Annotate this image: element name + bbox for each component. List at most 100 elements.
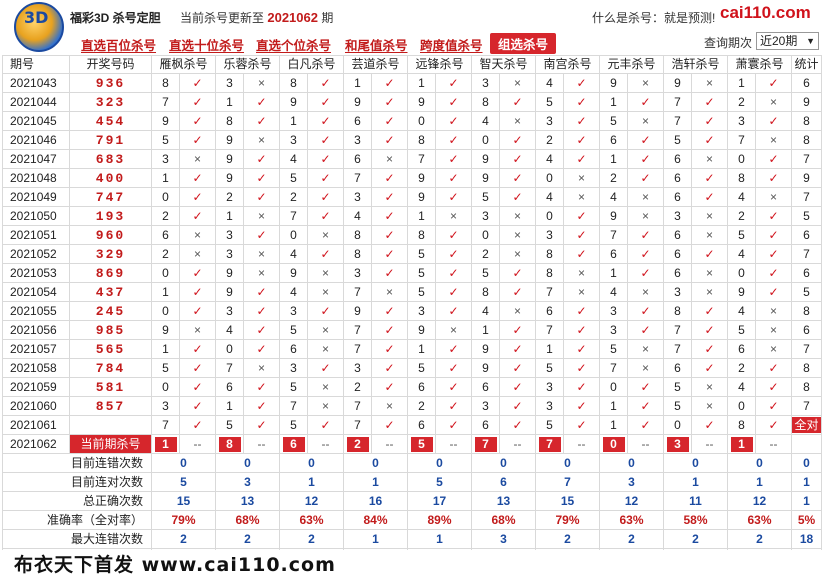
header-expert-2[interactable]: 白凡杀号 <box>279 55 344 74</box>
tool-span[interactable]: 跨度值杀号 <box>420 39 483 53</box>
pick-number: 1 <box>535 339 564 359</box>
current-dash: -- <box>371 434 408 454</box>
cross-icon: × <box>499 111 536 131</box>
table-row: 2021049 747 0 ✓ 2 ✓ 2 ✓ 3 ✓ 9 ✓ 5 ✓ 4 × 4 × 6 ✓ 4 × 7 <box>2 187 822 207</box>
check-icon: ✓ <box>691 358 728 378</box>
pick-number: 3 <box>279 130 308 150</box>
stats-value: 2 <box>279 529 344 549</box>
header-expert-8[interactable]: 浩轩杀号 <box>663 55 728 74</box>
header-expert-7[interactable]: 元丰杀号 <box>599 55 664 74</box>
stats-row: 最大连错次数 2 2 2 1 1 3 2 2 2 2 18 <box>2 529 822 549</box>
current-pick-cell: 6 <box>279 434 308 454</box>
check-icon: ✓ <box>435 415 472 435</box>
row-total: 6 <box>791 320 822 340</box>
pick-number: 5 <box>535 415 564 435</box>
pick-number: 8 <box>343 244 372 264</box>
pick-number: 3 <box>151 149 180 169</box>
tool-units[interactable]: 直选个位杀号 <box>256 39 332 53</box>
check-icon: ✓ <box>627 415 664 435</box>
cross-icon: × <box>243 358 280 378</box>
header-expert-9[interactable]: 萧寰杀号 <box>727 55 792 74</box>
tool-hundreds[interactable]: 直选百位杀号 <box>81 39 157 53</box>
tool-tens[interactable]: 直选十位杀号 <box>169 39 245 53</box>
pick-number: 7 <box>535 282 564 302</box>
pick-number: 6 <box>407 377 436 397</box>
pick-number: 1 <box>215 396 244 416</box>
pick-number: 1 <box>727 73 756 93</box>
stats-value: 3 <box>215 472 280 492</box>
stats-value: 84% <box>343 510 408 530</box>
stats-value: 0 <box>663 453 728 473</box>
check-icon: ✓ <box>563 244 600 264</box>
pick-number: 9 <box>471 339 500 359</box>
header-expert-3[interactable]: 芸道杀号 <box>343 55 408 74</box>
stats-row: 目前连对次数 5 3 1 1 5 6 7 3 1 1 1 <box>2 472 822 492</box>
check-icon: ✓ <box>307 206 344 226</box>
stats-value: 15 <box>535 491 600 511</box>
header-expert-5[interactable]: 智天杀号 <box>471 55 536 74</box>
pick-number: 5 <box>407 358 436 378</box>
check-icon: ✓ <box>563 415 600 435</box>
check-icon: ✓ <box>371 263 408 283</box>
check-icon: ✓ <box>499 130 536 150</box>
pick-number: 4 <box>599 187 628 207</box>
stats-value: 12 <box>727 491 792 511</box>
pick-number: 6 <box>151 225 180 245</box>
pick-number: 3 <box>535 225 564 245</box>
pick-number: 4 <box>279 244 308 264</box>
pick-number: 7 <box>407 149 436 169</box>
check-icon: ✓ <box>179 263 216 283</box>
stats-value: 79% <box>151 510 216 530</box>
row-draw-number: 581 <box>69 377 152 397</box>
current-pick: 1 <box>730 436 753 452</box>
tool-group[interactable]: 组选杀号 <box>490 33 557 54</box>
stats-value: 5 <box>407 472 472 492</box>
check-icon: ✓ <box>627 225 664 245</box>
stats-value: 0 <box>151 453 216 473</box>
pick-number: 0 <box>727 396 756 416</box>
tool-sum-tail[interactable]: 和尾值杀号 <box>345 39 408 53</box>
current-pick-cell: 8 <box>215 434 244 454</box>
header-expert-6[interactable]: 南宫杀号 <box>535 55 600 74</box>
pick-number: 7 <box>663 320 692 340</box>
check-icon: ✓ <box>435 282 472 302</box>
pick-number: 5 <box>215 415 244 435</box>
pick-number: 1 <box>151 168 180 188</box>
pick-number: 0 <box>535 168 564 188</box>
period-select[interactable]: 近20期 ▼ <box>756 32 819 50</box>
pick-number: 9 <box>215 130 244 150</box>
header-draw: 开奖号码 <box>69 55 152 74</box>
pick-number: 7 <box>663 339 692 359</box>
stats-value: 68% <box>215 510 280 530</box>
check-icon: ✓ <box>179 301 216 321</box>
stats-value: 0 <box>599 453 664 473</box>
check-icon: ✓ <box>179 396 216 416</box>
stats-total: 1 <box>791 472 822 492</box>
check-icon: ✓ <box>563 73 600 93</box>
check-icon: ✓ <box>243 320 280 340</box>
row-total: 9 <box>791 168 822 188</box>
pick-number: 2 <box>599 168 628 188</box>
check-icon: ✓ <box>179 168 216 188</box>
pick-number: 3 <box>215 225 244 245</box>
cross-icon: × <box>435 320 472 340</box>
header-expert-0[interactable]: 雁枫杀号 <box>151 55 216 74</box>
table-row: 2021046 791 5 ✓ 9 × 3 ✓ 3 ✓ 8 ✓ 0 ✓ 2 ✓ 6 ✓ 5 ✓ 7 × 8 <box>2 130 822 150</box>
pick-number: 9 <box>151 111 180 131</box>
stats-value: 13 <box>215 491 280 511</box>
pick-number: 1 <box>599 149 628 169</box>
pick-number: 7 <box>535 320 564 340</box>
header-expert-4[interactable]: 远锋杀号 <box>407 55 472 74</box>
row-draw-number: 747 <box>69 187 152 207</box>
check-icon: ✓ <box>499 415 536 435</box>
table-row: 2021056 985 9 × 4 ✓ 5 × 7 ✓ 9 × 1 ✓ 7 ✓ 3 ✓ 7 ✓ 5 × 6 <box>2 320 822 340</box>
brand-logo[interactable]: cai110.com <box>720 3 811 22</box>
pick-number: 5 <box>279 415 308 435</box>
cross-icon: × <box>691 282 728 302</box>
header-expert-1[interactable]: 乐蓉杀号 <box>215 55 280 74</box>
stats-value: 63% <box>727 510 792 530</box>
cross-icon: × <box>627 339 664 359</box>
check-icon: ✓ <box>371 111 408 131</box>
check-icon: ✓ <box>371 415 408 435</box>
check-icon: ✓ <box>691 168 728 188</box>
